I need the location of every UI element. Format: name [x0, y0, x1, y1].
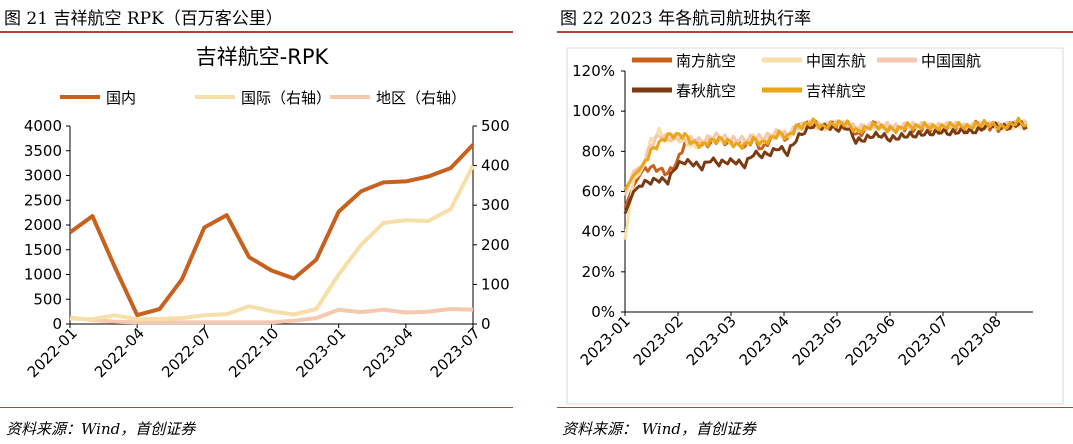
y-left-tick-label: 1000 — [24, 266, 62, 284]
legend-label-southern: 南方航空 — [676, 52, 736, 70]
x-tick-label: 2023-07 — [427, 324, 484, 381]
y-tick-label: 40% — [582, 223, 615, 241]
x-tick-label: 2022-10 — [225, 324, 282, 381]
left-source: 资料来源：Wind，首创证券 — [6, 420, 196, 438]
y-left-tick-label: 4000 — [24, 117, 62, 135]
series-line-1 — [69, 164, 475, 322]
legend-label-air_china: 中国国航 — [921, 52, 981, 70]
right-caption-rule — [557, 31, 1073, 33]
right-source-rule — [557, 407, 1073, 408]
x-tick-label: 2023-04 — [360, 324, 417, 381]
x-tick-label: 2023-04 — [736, 312, 793, 369]
y-left-tick-label: 3500 — [24, 142, 62, 160]
y-tick-label: 100% — [572, 102, 615, 120]
y-left-tick-label: 0 — [52, 315, 62, 333]
x-tick-label: 2023-07 — [895, 312, 952, 369]
legend-label-spring: 春秋航空 — [676, 82, 736, 100]
y-right-tick-label: 0 — [481, 315, 491, 333]
y-right-tick-label: 500 — [481, 117, 510, 135]
legend-label-china_eastern: 中国东航 — [806, 52, 866, 70]
left-caption-rule — [0, 31, 513, 33]
x-tick-label: 2023-01 — [292, 324, 349, 381]
y-left-tick-label: 1500 — [24, 241, 62, 259]
series-line-0 — [68, 143, 475, 318]
y-right-tick-label: 300 — [481, 196, 510, 214]
y-tick-label: 20% — [582, 263, 615, 281]
legend-label-1: 国际（右轴） — [241, 89, 331, 107]
x-tick-label: 2023-06 — [842, 312, 899, 369]
y-tick-label: 0% — [591, 303, 615, 321]
left-figure-caption: 图 21 吉祥航空 RPK（百万客公里） — [4, 9, 283, 29]
x-tick-label: 2023-08 — [948, 312, 1005, 369]
y-left-tick-label: 500 — [33, 290, 62, 308]
legend-label-0: 国内 — [106, 89, 136, 107]
chart-title: 吉祥航空-RPK — [196, 45, 330, 69]
right-figure-caption: 图 22 2023 年各航司航班执行率 — [560, 9, 812, 29]
x-tick-label: 2023-05 — [789, 312, 846, 369]
series-line-juneyao — [623, 116, 1028, 191]
y-right-tick-label: 100 — [481, 275, 510, 293]
x-tick-label: 2022-07 — [158, 324, 215, 381]
y-left-tick-label: 2500 — [24, 191, 62, 209]
y-right-tick-label: 400 — [481, 157, 510, 175]
y-tick-label: 60% — [582, 183, 615, 201]
x-tick-label: 2023-03 — [683, 312, 740, 369]
y-tick-label: 80% — [582, 142, 615, 160]
right-source: 资料来源： Wind，首创证券 — [562, 420, 756, 438]
y-right-tick-label: 200 — [481, 236, 510, 254]
left-chart: 吉祥航空-RPK 国内 国际（右轴） 地区（右轴） 0500100015002000… — [24, 45, 510, 381]
x-tick-label: 2022-04 — [91, 324, 148, 381]
left-source-rule — [0, 407, 513, 408]
x-tick-label: 2023-02 — [630, 312, 687, 369]
legend-label-2: 地区（右轴） — [376, 89, 466, 107]
y-tick-label: 120% — [572, 62, 615, 80]
y-left-tick-label: 2000 — [24, 216, 62, 234]
chart-frame — [566, 47, 1064, 405]
y-left-tick-label: 3000 — [24, 167, 62, 185]
legend-label-juneyao: 吉祥航空 — [806, 82, 866, 100]
series-line-2 — [69, 307, 474, 325]
